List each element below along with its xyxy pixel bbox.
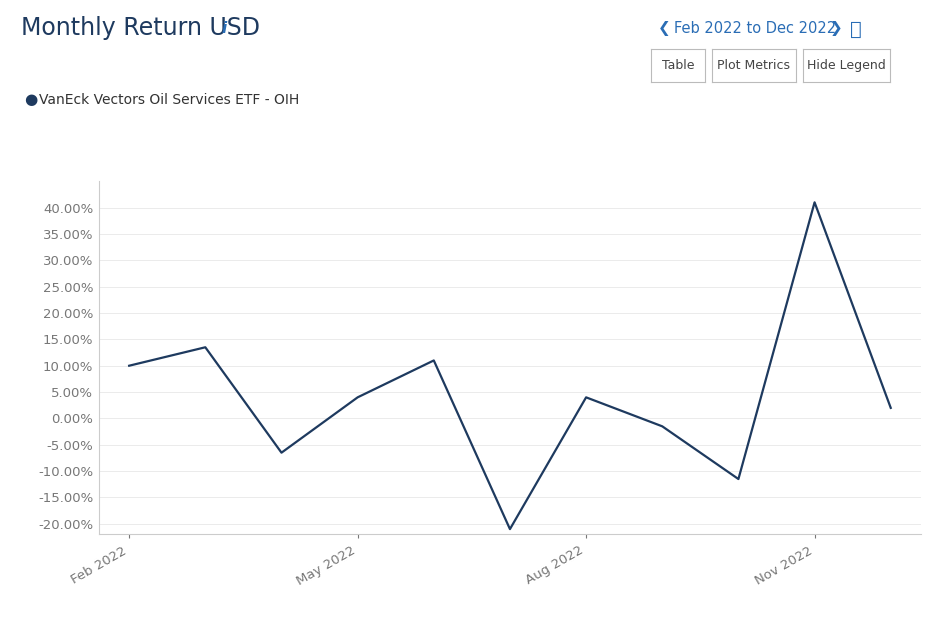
Text: ❮: ❮ <box>658 21 671 36</box>
Text: Feb 2022 to Dec 2022: Feb 2022 to Dec 2022 <box>674 21 836 36</box>
Text: Plot Metrics: Plot Metrics <box>717 59 791 72</box>
Text: Table: Table <box>662 59 695 72</box>
Text: ●: ● <box>24 92 38 108</box>
Text: i: i <box>222 21 227 36</box>
Text: ❯: ❯ <box>830 21 843 36</box>
Text: Hide Legend: Hide Legend <box>807 59 885 72</box>
Text: ⓩ: ⓩ <box>850 20 861 39</box>
Text: Monthly Return USD: Monthly Return USD <box>21 16 259 40</box>
Text: VanEck Vectors Oil Services ETF - OIH: VanEck Vectors Oil Services ETF - OIH <box>39 93 300 107</box>
